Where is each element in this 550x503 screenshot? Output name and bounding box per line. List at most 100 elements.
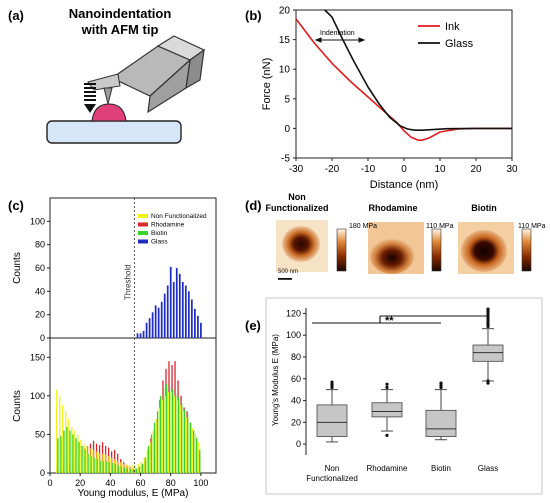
histogram-bar-biotin xyxy=(171,389,174,473)
legend-label-glass: Glass xyxy=(445,38,474,50)
map-title-non-line2: Functionalized xyxy=(266,203,329,213)
panel-b-letter: (b) xyxy=(245,8,262,23)
panel-c-top-ylabel: Counts xyxy=(12,252,23,284)
histogram-bar-biotin xyxy=(120,466,122,473)
panel-b-ytick-label: -5 xyxy=(281,154,290,165)
histogram-bar-glass xyxy=(187,291,190,338)
histogram-bar-biotin xyxy=(190,422,192,473)
histogram-bar-non-functionalized xyxy=(116,460,118,473)
box-iqr xyxy=(371,402,403,418)
panel-d: (d) Non Functionalized Rhodamine Biotin … xyxy=(245,192,546,280)
histogram-bar-non-functionalized xyxy=(68,419,70,473)
panel-c-bottom-bars xyxy=(56,361,201,473)
histogram-bar-non-functionalized xyxy=(71,426,73,473)
panel-c-bottom-ytick-label: 0 xyxy=(40,468,45,478)
panel-e-ytick-label: 80 xyxy=(291,352,301,362)
histogram-bar-non-functionalized xyxy=(137,463,139,473)
histogram-bar-non-functionalized xyxy=(101,453,103,473)
panel-e-ytick-label: 60 xyxy=(291,374,301,384)
panel-e-border xyxy=(265,297,543,495)
histogram-bar-glass xyxy=(190,299,193,338)
threshold-label: Threshold xyxy=(124,264,133,300)
histogram-bar-biotin xyxy=(87,453,89,473)
panel-b-xtick-label: -10 xyxy=(361,164,376,175)
histogram-bar-non-functionalized xyxy=(182,411,185,473)
panel-b-ytick-label: 0 xyxy=(284,124,290,135)
histogram-bar-biotin xyxy=(147,446,150,473)
histogram-bar-biotin xyxy=(129,469,132,473)
histogram-bar-non-functionalized xyxy=(146,449,148,473)
panel-c-top-ytick-label: 40 xyxy=(35,286,45,296)
panel-e-ylabel: Young's Modulus E (MPa) xyxy=(271,334,280,426)
histogram-bar-biotin xyxy=(126,468,129,473)
histogram-bar-glass xyxy=(172,282,175,338)
histogram-bar-non-functionalized xyxy=(77,434,79,473)
histogram-bar-non-functionalized xyxy=(197,442,200,473)
panel-e-category-label: Glass xyxy=(478,464,498,473)
panel-b: (b) -30 -20 -10 0 10 20 30 -5 0 5 10 15 20 Distance … xyxy=(245,6,518,192)
histogram-bar-non-functionalized xyxy=(179,405,182,473)
histogram-bar-glass xyxy=(197,315,199,338)
histogram-bar-biotin xyxy=(153,422,156,473)
panel-a: (a) Nanoindentation with AFM tip xyxy=(8,6,206,144)
histogram-bar-biotin xyxy=(196,438,198,473)
panel-d-letter: (d) xyxy=(245,198,262,213)
panel-e-boxes xyxy=(316,307,504,443)
histogram-bar-non-functionalized xyxy=(134,465,136,473)
histogram-bar-non-functionalized xyxy=(83,443,85,473)
panel-b-xtick-label: -20 xyxy=(325,164,340,175)
histogram-bar-non-functionalized xyxy=(125,464,127,473)
legend-swatch-biotin xyxy=(138,231,148,235)
afm-tip-illustration xyxy=(103,87,113,105)
outlier-point xyxy=(385,385,389,390)
histogram-bar-non-functionalized xyxy=(80,439,82,473)
panel-e: (e) 0 20 40 60 80 100 120 Young's Modulus E (M… xyxy=(245,297,543,495)
histogram-bar-biotin xyxy=(72,434,74,473)
panel-b-xtick-label: 10 xyxy=(434,164,446,175)
panel-c-xtick-label: 40 xyxy=(105,478,115,488)
panel-b-ylabel: Force (nN) xyxy=(261,58,273,111)
histogram-bar-biotin xyxy=(108,462,110,473)
scale-bar-label: 500 nm xyxy=(278,269,298,275)
histogram-bar-non-functionalized xyxy=(152,430,154,473)
histogram-bar-non-functionalized xyxy=(86,446,88,473)
panel-c-top-ytick-label: 80 xyxy=(35,240,45,250)
substrate-illustration xyxy=(46,120,182,144)
histogram-bar-biotin xyxy=(199,449,201,473)
significance-stars: ** xyxy=(385,315,394,327)
indentation-arrow-icon xyxy=(84,83,96,113)
panel-c-top-ytick-label: 100 xyxy=(30,216,45,226)
histogram-bar-glass xyxy=(175,268,178,338)
legend-swatch-non-functionalized xyxy=(138,214,148,218)
histogram-bar-biotin xyxy=(66,426,68,473)
histogram-bar-biotin xyxy=(168,386,171,473)
panel-c-top-ytick-label: 0 xyxy=(40,333,45,343)
panel-e-ytick-label: 40 xyxy=(291,396,301,406)
box-iqr xyxy=(316,404,348,437)
histogram-bar-non-functionalized xyxy=(65,411,67,473)
histogram-bar-biotin xyxy=(123,467,125,473)
histogram-bar-glass xyxy=(139,333,142,338)
indentation-annotation: Indentation xyxy=(320,30,355,37)
histogram-bar-biotin xyxy=(187,415,189,473)
histogram-bar-non-functionalized xyxy=(155,419,157,473)
histogram-bar-biotin xyxy=(60,435,62,473)
scale-bar xyxy=(278,278,292,280)
map-title-non-line1: Non xyxy=(288,192,306,202)
panel-e-axes: 0 20 40 60 80 100 120 xyxy=(286,308,306,449)
histogram-bar-non-functionalized xyxy=(188,422,191,473)
legend-swatch-rhodamine xyxy=(138,222,148,227)
histogram-bar-glass xyxy=(200,322,202,338)
histogram-bar-biotin xyxy=(75,438,77,473)
box-plot-glass xyxy=(472,307,504,385)
panel-c-axes: 0 20 40 60 80 100 0 50 100 150 0 20 40 60 80 100 xyxy=(30,216,208,488)
colorbar-biotin-label: 110 MPa xyxy=(518,223,546,230)
panel-e-letter: (e) xyxy=(245,318,261,333)
panel-a-letter: (a) xyxy=(8,8,24,23)
indentation-double-arrow-icon xyxy=(314,37,366,43)
histogram-bar-glass xyxy=(169,266,172,338)
map-biotin-indent xyxy=(461,230,507,272)
histogram-bar-biotin xyxy=(181,403,183,473)
panel-b-plot xyxy=(295,9,512,141)
